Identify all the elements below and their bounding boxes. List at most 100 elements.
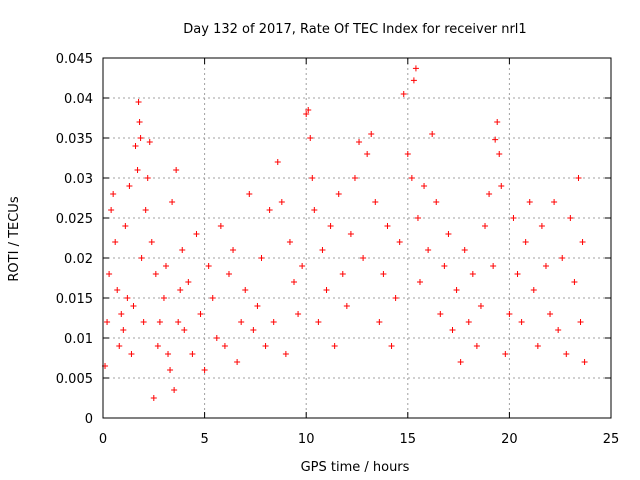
data-point: [124, 295, 131, 301]
data-point: [305, 107, 312, 113]
data-point: [193, 231, 200, 237]
data-point: [559, 255, 566, 261]
data-point: [571, 279, 578, 285]
y-tick-label: 0.025: [56, 212, 93, 227]
data-point: [323, 287, 330, 293]
y-tick-label: 0.02: [64, 252, 93, 267]
data-point: [319, 247, 326, 253]
data-point: [106, 271, 113, 277]
data-point: [457, 359, 464, 365]
data-point: [311, 207, 318, 213]
data-point: [392, 295, 399, 301]
data-point: [331, 343, 338, 349]
data-point: [408, 175, 415, 181]
data-point: [461, 247, 468, 253]
data-point: [154, 343, 161, 349]
data-point: [473, 343, 480, 349]
data-point: [469, 271, 476, 277]
data-point: [522, 239, 529, 245]
data-point: [526, 199, 533, 205]
data-point: [534, 343, 541, 349]
data-point: [343, 303, 350, 309]
data-point: [201, 367, 208, 373]
data-point: [238, 319, 245, 325]
data-point: [486, 191, 493, 197]
data-point: [425, 247, 432, 253]
grid: [103, 58, 611, 418]
data-point: [579, 239, 586, 245]
data-point: [412, 65, 419, 72]
data-point: [477, 303, 484, 309]
data-point: [445, 231, 452, 237]
data-point: [368, 131, 375, 137]
y-tick-label: 0.01: [64, 332, 93, 347]
data-point: [126, 183, 133, 189]
data-point: [356, 139, 363, 145]
data-point: [146, 139, 153, 145]
x-tick-label: 10: [298, 432, 315, 447]
data-point: [116, 343, 123, 349]
data-point: [465, 319, 472, 325]
data-point: [246, 191, 253, 197]
data-point: [502, 351, 509, 357]
data-point: [388, 343, 395, 349]
data-point: [177, 287, 184, 293]
data-point: [110, 191, 117, 197]
data-point: [372, 199, 379, 205]
data-point: [555, 327, 562, 333]
data-point: [514, 271, 521, 277]
y-axis-label: ROTI / TECUs: [7, 196, 22, 281]
data-point: [230, 247, 237, 253]
tick-labels: 0 5 10 15 20 25 0 0.005 0.01 0.015 0.02 0.025 0.03 0.…: [56, 52, 619, 447]
chart-title: Day 132 of 2017, Rate Of TEC Index for r…: [183, 22, 526, 37]
data-point: [309, 175, 316, 181]
data-point: [258, 255, 265, 261]
data-point: [156, 319, 163, 325]
data-point: [179, 247, 186, 253]
data-point: [140, 319, 147, 325]
data-point: [303, 111, 310, 117]
data-point: [136, 119, 143, 125]
data-point: [250, 327, 257, 333]
data-point: [209, 295, 216, 301]
data-point: [498, 183, 505, 189]
data-points: [102, 65, 588, 401]
data-point: [547, 311, 554, 317]
data-point: [339, 271, 346, 277]
data-point: [414, 215, 421, 221]
data-point: [148, 239, 155, 245]
data-point: [213, 335, 220, 341]
data-point: [135, 99, 142, 105]
data-point: [266, 207, 273, 213]
x-tick-label: 25: [603, 432, 620, 447]
y-tick-label: 0.015: [56, 292, 93, 307]
data-point: [453, 287, 460, 293]
y-tick-label: 0.035: [56, 132, 93, 147]
data-point: [335, 191, 342, 197]
data-point: [171, 387, 178, 393]
data-point: [429, 131, 436, 137]
data-point: [274, 159, 281, 165]
x-tick-label: 15: [400, 432, 417, 447]
data-point: [137, 135, 144, 141]
data-point: [421, 183, 428, 189]
data-point: [437, 311, 444, 317]
data-point: [134, 167, 141, 173]
data-point: [189, 351, 196, 357]
data-point: [120, 327, 127, 333]
data-point: [581, 359, 588, 365]
data-point: [144, 175, 151, 181]
x-tick-label: 0: [99, 432, 107, 447]
data-point: [347, 231, 354, 237]
y-tick-label: 0.03: [64, 172, 93, 187]
data-point: [104, 319, 111, 325]
data-point: [307, 135, 314, 141]
data-point: [351, 175, 358, 181]
data-point: [118, 311, 125, 317]
data-point: [286, 239, 293, 245]
data-point: [150, 395, 157, 401]
data-point: [396, 239, 403, 245]
data-point: [181, 327, 188, 333]
data-point: [242, 287, 249, 293]
